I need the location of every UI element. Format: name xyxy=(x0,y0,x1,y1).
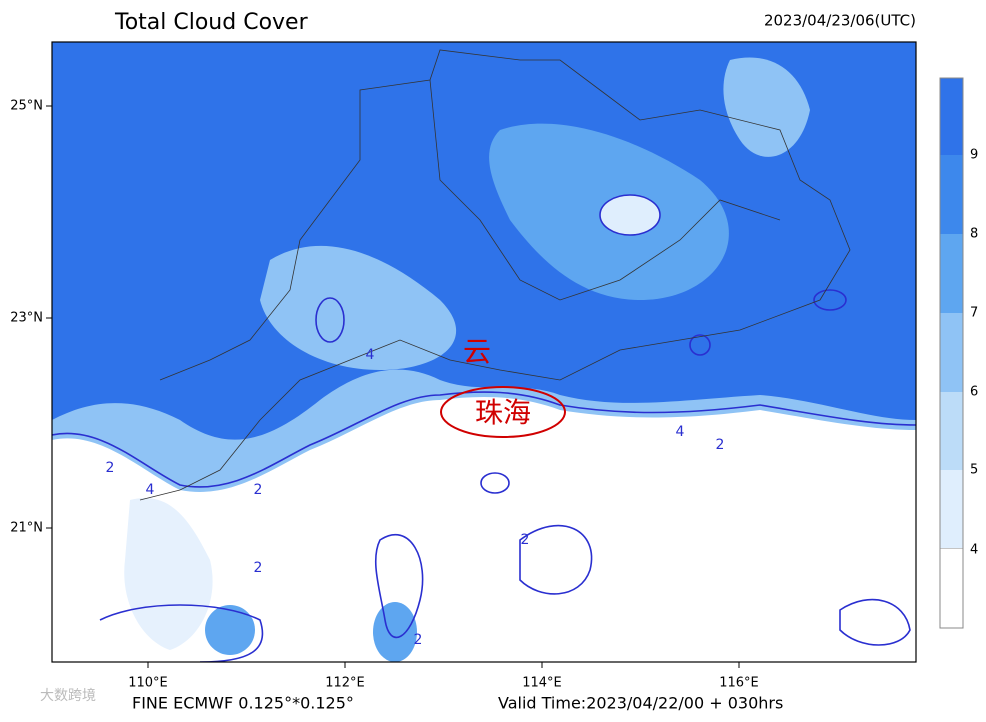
contour-label: 4 xyxy=(366,347,375,363)
colorbar xyxy=(939,77,964,629)
colorbar-label: 9 xyxy=(970,148,978,163)
time: 2023/04/23/06(UTC) xyxy=(764,12,916,30)
colorbar-label: 7 xyxy=(970,306,978,321)
cloud-field xyxy=(52,397,916,662)
colorbar-band xyxy=(940,78,963,155)
colorbar-frame xyxy=(939,77,964,629)
watermark: 大数跨境 xyxy=(40,688,96,704)
annotation: 云 xyxy=(463,335,491,368)
colorbar-label: 5 xyxy=(970,463,978,478)
cloud-field xyxy=(205,605,255,655)
title: Total Cloud Cover xyxy=(114,10,309,35)
lon-label: 114°E xyxy=(522,676,562,691)
contour-label: 4 xyxy=(146,482,155,498)
colorbar-band xyxy=(940,234,963,313)
colorbar-band xyxy=(940,155,963,234)
colorbar-band xyxy=(940,470,963,548)
lat-label: 25°N xyxy=(10,99,43,114)
contour-label: 2 xyxy=(254,482,263,498)
lon-label: 116°E xyxy=(719,676,759,691)
colorbar-band xyxy=(940,392,963,470)
contour-label: 2 xyxy=(716,437,725,453)
colorbar-label: 4 xyxy=(970,543,978,558)
model-label: FINE ECMWF 0.125°*0.125° xyxy=(132,694,354,713)
colorbar-label: 6 xyxy=(970,385,978,400)
borders xyxy=(139,49,851,501)
map-field xyxy=(52,42,916,662)
cloud-field xyxy=(600,195,660,235)
annotation-ring xyxy=(440,386,566,438)
lon-label: 112°E xyxy=(325,676,365,691)
lon-label: 110°E xyxy=(128,676,168,691)
contour-label: 4 xyxy=(676,424,685,440)
valid-time: Valid Time:2023/04/22/00 + 030hrs xyxy=(498,694,783,713)
cloud-field xyxy=(373,602,417,662)
lat-label: 21°N xyxy=(10,521,43,536)
lat-label: 23°N xyxy=(10,311,43,326)
colorbar-band xyxy=(939,547,964,629)
colorbar-band xyxy=(940,313,963,392)
contour-label: 2 xyxy=(521,532,530,548)
colorbar-label: 8 xyxy=(970,227,978,242)
annotation: 珠海 xyxy=(475,396,531,429)
contours xyxy=(52,194,916,662)
cloud-field xyxy=(260,245,457,370)
cloud-field xyxy=(124,498,213,650)
contour-label: 2 xyxy=(106,460,115,476)
contour-label: 2 xyxy=(254,560,263,576)
map-frame xyxy=(51,41,917,663)
contour-label: 2 xyxy=(414,632,423,648)
cloud-field xyxy=(723,57,810,157)
